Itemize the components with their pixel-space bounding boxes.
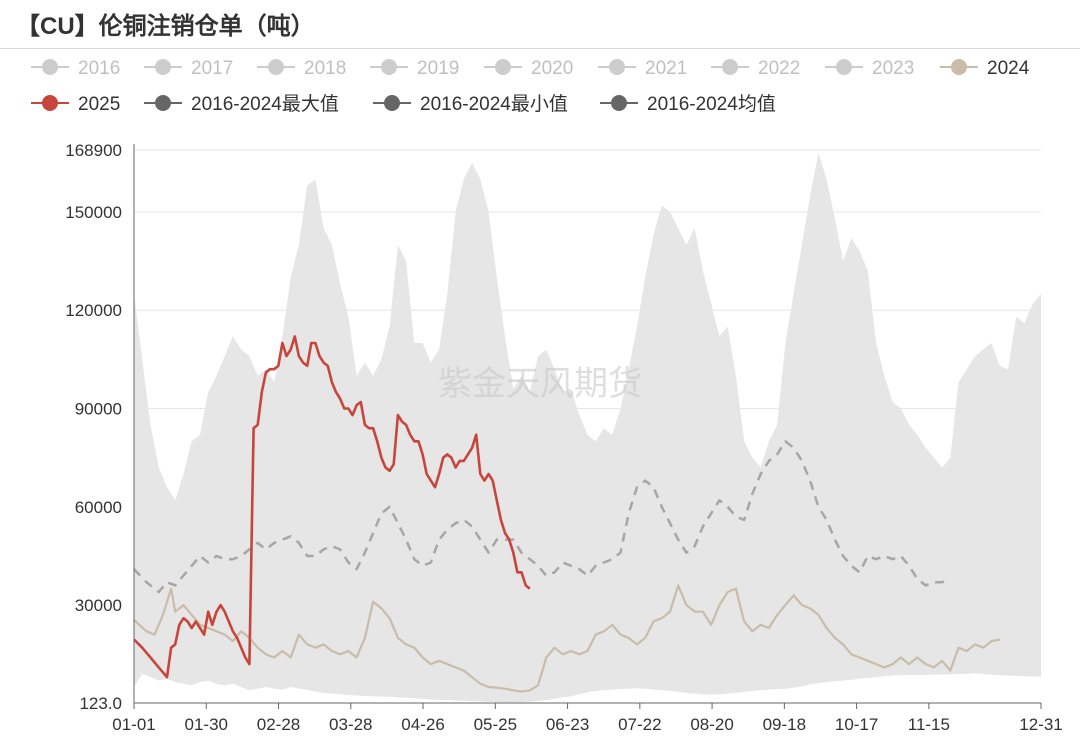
x-tick-label: 12-31 [1019, 715, 1062, 734]
min-max-band [134, 152, 1041, 703]
band-area [134, 152, 1041, 703]
legend-dot-icon [495, 59, 511, 75]
y-tick-label: 30000 [75, 596, 122, 615]
legend-label: 2016-2024最大值 [191, 93, 339, 115]
legend-dot-icon [155, 59, 171, 75]
legend-label: 2016 [78, 58, 120, 79]
legend-label: 2018 [304, 58, 346, 79]
legend-dot-icon [155, 95, 171, 111]
y-tick-label: 123.0 [79, 694, 122, 713]
legend-dot-icon [381, 59, 397, 75]
legend-item-2016[interactable]: 2016 [31, 58, 120, 79]
legend-dot-icon [268, 59, 284, 75]
x-tick-label: 09-18 [763, 715, 806, 734]
legend-item-2023[interactable]: 2023 [825, 58, 914, 79]
x-tick-label: 07-22 [618, 715, 661, 734]
legend-item-2018[interactable]: 2018 [257, 58, 346, 79]
legend-item-2016-2024最小值[interactable]: 2016-2024最小值 [373, 93, 568, 115]
legend-label: 2023 [872, 58, 914, 79]
legend-label: 2016-2024最小值 [420, 93, 568, 115]
legend: 2016 2017 2018 2019 2020 2021 2022 2023 2024 2025… [31, 58, 1030, 115]
chart-title: 【CU】伦铜注销仓单（吨） [16, 13, 315, 40]
series-lines [133, 335, 1001, 693]
legend-item-2016-2024最大值[interactable]: 2016-2024最大值 [144, 93, 339, 115]
legend-dot-icon [384, 95, 400, 111]
x-tick-label: 03-28 [329, 715, 372, 734]
legend-item-2019[interactable]: 2019 [370, 58, 459, 79]
legend-label: 2022 [758, 58, 800, 79]
y-tick-label: 120000 [65, 301, 122, 320]
legend-item-2017[interactable]: 2017 [144, 58, 233, 79]
title-divider [0, 48, 1080, 49]
legend-label: 2025 [78, 94, 120, 115]
x-tick-label: 01-30 [185, 715, 228, 734]
x-tick-label: 06-23 [546, 715, 589, 734]
legend-label: 2021 [645, 58, 687, 79]
legend-dot-icon [836, 59, 852, 75]
y-tick-label: 150000 [65, 203, 122, 222]
legend-dot-icon [42, 95, 58, 111]
series-avg-line [133, 440, 951, 594]
y-tick-label: 60000 [75, 498, 122, 517]
series-2025-line [133, 335, 531, 679]
legend-dot-icon [951, 59, 967, 75]
y-tick-label: 168900 [65, 141, 122, 160]
y-tick-label: 90000 [75, 400, 122, 419]
x-tick-label: 04-26 [401, 715, 444, 734]
legend-label: 2016-2024均值 [647, 93, 776, 115]
legend-label: 2024 [987, 58, 1030, 79]
x-tick-label: 02-28 [257, 715, 300, 734]
x-tick-label: 05-25 [474, 715, 517, 734]
legend-item-2021[interactable]: 2021 [598, 58, 687, 79]
axes: 168900 150000 120000 90000 60000 30000 123.0 01… [65, 141, 1062, 734]
legend-label: 2019 [417, 58, 459, 79]
legend-item-2022[interactable]: 2022 [711, 58, 800, 79]
x-tick-label: 11-15 [908, 715, 950, 734]
legend-item-2024[interactable]: 2024 [940, 58, 1030, 79]
legend-item-2025[interactable]: 2025 [31, 94, 120, 115]
legend-dot-icon [42, 59, 58, 75]
legend-dot-icon [611, 95, 627, 111]
x-tick-label: 08-20 [690, 715, 733, 734]
legend-dot-icon [722, 59, 738, 75]
legend-item-2020[interactable]: 2020 [484, 58, 573, 79]
watermark: 紫金天风期货 [438, 365, 642, 403]
x-tick-label: 10-17 [835, 715, 878, 734]
legend-dot-icon [609, 59, 625, 75]
series-2024-line [133, 584, 1001, 693]
legend-item-2016-2024均值[interactable]: 2016-2024均值 [600, 93, 776, 115]
x-tick-label: 01-01 [112, 715, 155, 734]
legend-label: 2020 [531, 58, 573, 79]
legend-label: 2017 [191, 58, 233, 79]
